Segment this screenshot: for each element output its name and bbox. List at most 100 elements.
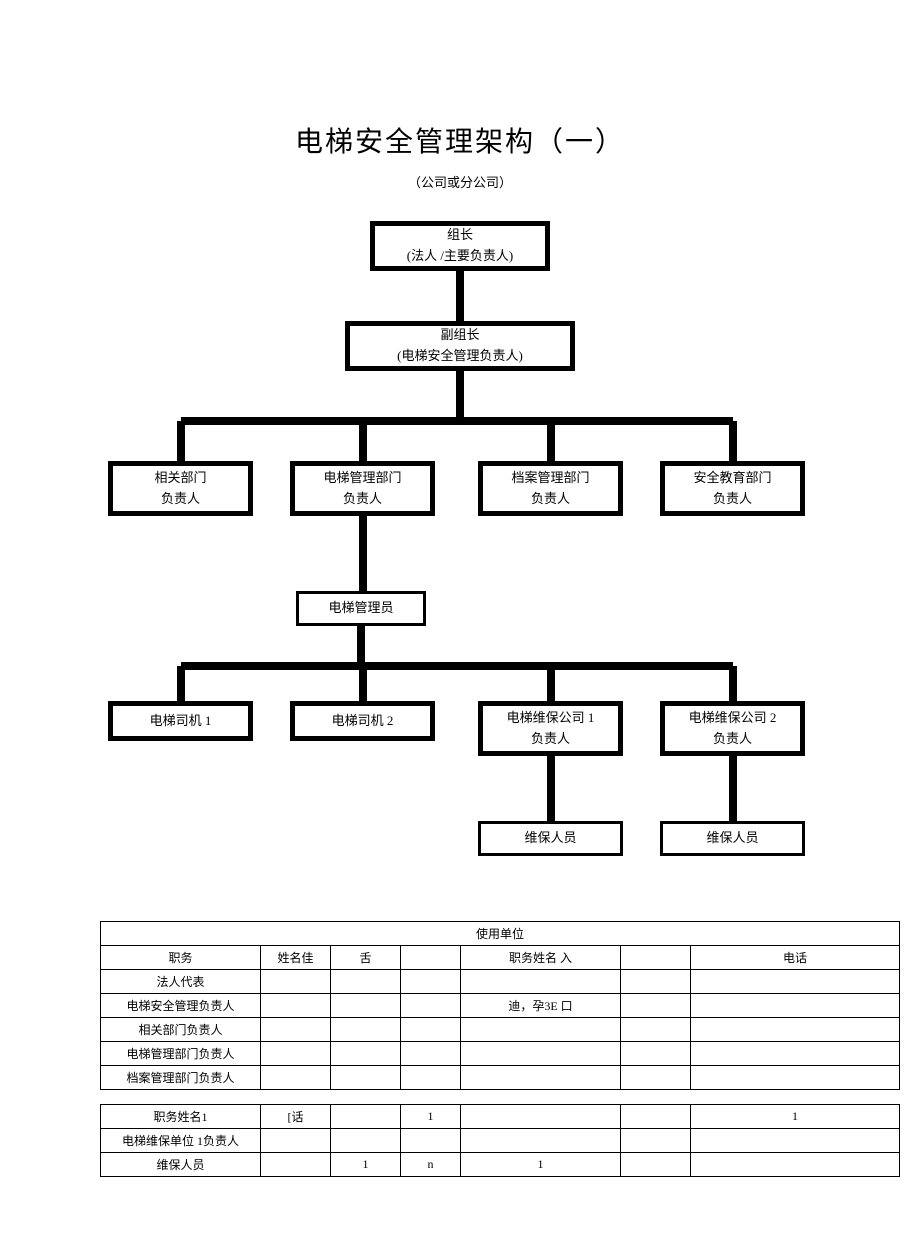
table-cell — [401, 1129, 461, 1153]
col-header: 职务姓名 入 — [461, 946, 621, 970]
table-cell — [261, 1129, 331, 1153]
page-subtitle: （公司或分公司） — [0, 172, 920, 191]
table-row: 法人代表 — [101, 970, 900, 994]
node-label: 副组长 — [350, 325, 570, 346]
col-header — [461, 1105, 621, 1129]
node-label: 安全教育部门 — [665, 468, 800, 489]
node-leader: 组长(法人 /主要负责人) — [370, 221, 550, 271]
table-cell — [621, 1018, 691, 1042]
col-header — [401, 946, 461, 970]
table-cell — [691, 1153, 900, 1177]
table-cell — [261, 1042, 331, 1066]
table-cell: 档案管理部门负责人 — [101, 1066, 261, 1090]
table-cell: n — [401, 1153, 461, 1177]
col-header: [话 — [261, 1105, 331, 1129]
page-title: 电梯安全管理架构（一） — [0, 120, 920, 160]
table-cell — [261, 994, 331, 1018]
node-drv2: 电梯司机 2 — [290, 701, 435, 741]
table-cell — [401, 970, 461, 994]
table-row: 电梯管理部门负责人 — [101, 1042, 900, 1066]
table-cell: 1 — [331, 1153, 401, 1177]
table-cell: 1 — [461, 1153, 621, 1177]
table1-header: 使用单位 — [101, 922, 900, 946]
col-header: 1 — [401, 1105, 461, 1129]
table-cell — [261, 1018, 331, 1042]
node-label: 相关部门 — [113, 468, 248, 489]
table-cell — [261, 1153, 331, 1177]
node-label: 电梯司机 2 — [295, 711, 430, 732]
table-cell — [401, 1042, 461, 1066]
table-cell: 迪，孕3E 口 — [461, 994, 621, 1018]
node-label: 电梯管理员 — [299, 598, 423, 619]
table-cell — [331, 1018, 401, 1042]
table-cell — [261, 1066, 331, 1090]
table-cell — [621, 970, 691, 994]
col-header — [621, 1105, 691, 1129]
node-sublabel: (法人 /主要负责人) — [375, 246, 545, 267]
node-deputy: 副组长(电梯安全管理负责人) — [345, 321, 575, 371]
node-sublabel: (电梯安全管理负责人) — [350, 346, 570, 367]
table-cell — [401, 1066, 461, 1090]
table-cell — [621, 994, 691, 1018]
col-header: 1 — [691, 1105, 900, 1129]
org-chart: 组长(法人 /主要负责人)副组长(电梯安全管理负责人)相关部门负责人电梯管理部门… — [0, 221, 920, 921]
table-cell — [331, 970, 401, 994]
table-cell — [331, 994, 401, 1018]
table-maintenance: 职务姓名1[话11 电梯维保单位 1负责人维保人员1n1 — [100, 1104, 900, 1177]
table-row: 相关部门负责人 — [101, 1018, 900, 1042]
table-cell — [261, 970, 331, 994]
node-label: 档案管理部门 — [483, 468, 618, 489]
table-row: 档案管理部门负责人 — [101, 1066, 900, 1090]
table-cell: 相关部门负责人 — [101, 1018, 261, 1042]
node-sublabel: 负责人 — [665, 489, 800, 510]
table-cell — [331, 1129, 401, 1153]
table-usage-unit: 使用单位 职务姓名佳舌职务姓名 入电话 法人代表电梯安全管理负责人迪，孕3E 口… — [100, 921, 900, 1090]
col-header: 姓名佳 — [261, 946, 331, 970]
node-staff2: 维保人员 — [660, 821, 805, 856]
table-cell — [691, 1129, 900, 1153]
table-cell — [691, 1018, 900, 1042]
node-staff1: 维保人员 — [478, 821, 623, 856]
table-cell — [461, 1066, 621, 1090]
col-header: 职务姓名1 — [101, 1105, 261, 1129]
table-cell — [691, 1042, 900, 1066]
table-cell — [401, 994, 461, 1018]
table-cell — [621, 1042, 691, 1066]
table-row: 维保人员 1n1 — [101, 1153, 900, 1177]
table-cell: 维保人员 — [101, 1153, 261, 1177]
node-label: 电梯司机 1 — [113, 711, 248, 732]
table-cell: 法人代表 — [101, 970, 261, 994]
table-cell — [621, 1153, 691, 1177]
col-header — [621, 946, 691, 970]
table-cell — [331, 1042, 401, 1066]
node-dept3: 档案管理部门负责人 — [478, 461, 623, 516]
table-cell — [691, 994, 900, 1018]
node-drv1: 电梯司机 1 — [108, 701, 253, 741]
node-maint2: 电梯维保公司 2负责人 — [660, 701, 805, 756]
node-sublabel: 负责人 — [665, 729, 800, 750]
table-cell: 电梯维保单位 1负责人 — [101, 1129, 261, 1153]
node-sublabel: 负责人 — [483, 489, 618, 510]
node-sublabel: 负责人 — [483, 729, 618, 750]
node-dept1: 相关部门负责人 — [108, 461, 253, 516]
node-label: 电梯维保公司 2 — [665, 708, 800, 729]
table-cell — [461, 1042, 621, 1066]
node-dept4: 安全教育部门负责人 — [660, 461, 805, 516]
table-cell — [401, 1018, 461, 1042]
table-cell: 电梯管理部门负责人 — [101, 1042, 261, 1066]
node-label: 电梯维保公司 1 — [483, 708, 618, 729]
table-cell — [621, 1129, 691, 1153]
col-header: 舌 — [331, 946, 401, 970]
node-sublabel: 负责人 — [295, 489, 430, 510]
col-header — [331, 1105, 401, 1129]
tables-wrap: 使用单位 职务姓名佳舌职务姓名 入电话 法人代表电梯安全管理负责人迪，孕3E 口… — [100, 921, 900, 1177]
node-label: 维保人员 — [481, 828, 620, 849]
table-cell — [461, 970, 621, 994]
table-cell — [461, 1129, 621, 1153]
table-cell — [691, 970, 900, 994]
node-mgr: 电梯管理员 — [296, 591, 426, 626]
node-label: 维保人员 — [663, 828, 802, 849]
table-cell — [621, 1066, 691, 1090]
table-cell: 电梯安全管理负责人 — [101, 994, 261, 1018]
node-label: 组长 — [375, 225, 545, 246]
